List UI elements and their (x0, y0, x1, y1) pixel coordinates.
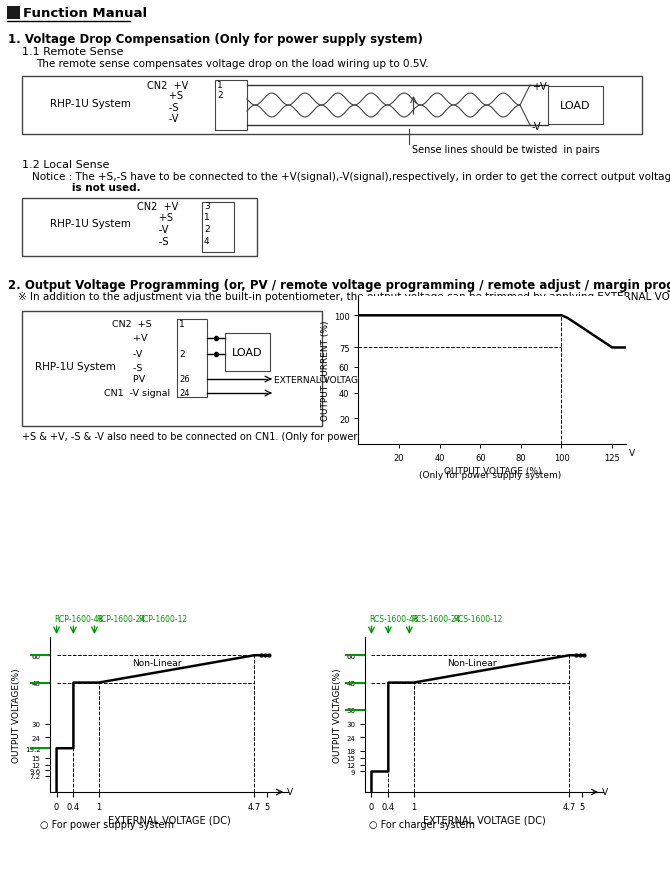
Bar (22, 198, 257, 256)
X-axis label: OUTPUT VOLTAGE (%): OUTPUT VOLTAGE (%) (444, 467, 541, 476)
Text: +S: +S (147, 91, 183, 101)
Text: 2: 2 (179, 349, 185, 358)
Text: 3: 3 (204, 202, 210, 211)
Text: is not used.: is not used. (32, 183, 141, 193)
Text: -V: -V (112, 349, 142, 358)
Text: -S: -S (137, 237, 168, 247)
Text: (Only for power supply system): (Only for power supply system) (419, 471, 561, 479)
Text: 1: 1 (204, 212, 210, 222)
Text: Non-Linear: Non-Linear (448, 658, 496, 666)
Bar (548, 87, 603, 125)
Text: ○ For charger system: ○ For charger system (369, 819, 475, 830)
Text: 1. Voltage Drop Compensation (Only for power supply system): 1. Voltage Drop Compensation (Only for p… (8, 33, 423, 46)
Text: CN2  +S: CN2 +S (112, 320, 151, 328)
Text: -S: -S (147, 103, 178, 113)
Y-axis label: OUTPUT VOLTAGE(%): OUTPUT VOLTAGE(%) (12, 667, 21, 762)
Text: LOAD: LOAD (560, 101, 591, 111)
Text: RHP-1U System: RHP-1U System (35, 362, 116, 371)
Text: -V: -V (532, 122, 541, 132)
Text: Non-Linear: Non-Linear (133, 658, 182, 666)
Text: 2. Output Voltage Programming (or, PV / remote voltage programming / remote adju: 2. Output Voltage Programming (or, PV / … (8, 278, 670, 291)
Text: CN2  +V: CN2 +V (147, 81, 188, 91)
Text: 24: 24 (179, 389, 190, 398)
Text: V: V (628, 449, 634, 457)
Bar (225, 334, 270, 371)
Text: ○ For power supply system: ○ For power supply system (40, 819, 174, 830)
Text: RHP-1U System: RHP-1U System (50, 219, 131, 229)
X-axis label: EXTERNAL VOLTAGE (DC): EXTERNAL VOLTAGE (DC) (423, 815, 545, 825)
X-axis label: EXTERNAL VOLTAGE (DC): EXTERNAL VOLTAGE (DC) (108, 815, 230, 825)
Text: 26: 26 (179, 375, 190, 384)
Text: -V: -V (137, 225, 168, 234)
Text: RCP-1600-48: RCP-1600-48 (54, 615, 104, 623)
Text: 1: 1 (217, 81, 222, 90)
Text: RCP-1600-24: RCP-1600-24 (96, 615, 146, 623)
Y-axis label: OUTPUT VOLTAGE(%): OUTPUT VOLTAGE(%) (333, 667, 342, 762)
Text: V: V (287, 788, 293, 796)
Y-axis label: OUTPUT CURRENT (%): OUTPUT CURRENT (%) (320, 320, 330, 421)
Text: RCS-1600-48: RCS-1600-48 (369, 615, 419, 623)
Text: The remote sense compensates voltage drop on the load wiring up to 0.5V.: The remote sense compensates voltage dro… (36, 59, 429, 68)
Text: RHP-1U System: RHP-1U System (50, 99, 131, 109)
Bar (215, 81, 247, 131)
Text: EXTERNAL VOLTAGE (DC): EXTERNAL VOLTAGE (DC) (274, 376, 387, 385)
Text: +V: +V (112, 334, 147, 342)
Text: 2: 2 (217, 91, 222, 100)
Text: 1.2 Local Sense: 1.2 Local Sense (22, 160, 109, 169)
Text: 1: 1 (179, 320, 185, 328)
Text: V: V (602, 788, 608, 796)
Text: +S: +S (137, 212, 173, 223)
Text: 4: 4 (204, 237, 210, 246)
Text: RCS-1600-12: RCS-1600-12 (454, 615, 503, 623)
Text: +S & +V, -S & -V also need to be connected on CN1. (Only for power supply system: +S & +V, -S & -V also need to be connect… (22, 431, 435, 442)
Text: -V: -V (147, 114, 178, 124)
Bar (22, 77, 642, 135)
Text: -S: -S (112, 363, 142, 372)
Text: 1.1 Remote Sense: 1.1 Remote Sense (22, 47, 123, 57)
Bar (7, 7, 20, 20)
Text: CN2  +V: CN2 +V (137, 202, 178, 212)
Text: Notice : The +S,-S have to be connected to the +V(signal),-V(signal),respectivel: Notice : The +S,-S have to be connected … (32, 172, 670, 182)
Text: CN1  -V signal: CN1 -V signal (104, 389, 170, 398)
Text: 2: 2 (204, 225, 210, 234)
Bar (22, 312, 322, 427)
Text: PV: PV (112, 375, 145, 384)
Text: ※ In addition to the adjustment via the built-in potentiometer, the output volta: ※ In addition to the adjustment via the … (18, 291, 670, 302)
Text: RCP-1600-12: RCP-1600-12 (139, 615, 188, 623)
Text: Function Manual: Function Manual (23, 7, 147, 20)
Text: RCS-1600-24: RCS-1600-24 (411, 615, 461, 623)
Bar (202, 203, 234, 253)
Text: Sense lines should be twisted  in pairs: Sense lines should be twisted in pairs (411, 145, 599, 155)
Text: LOAD: LOAD (232, 348, 263, 357)
Bar (177, 320, 207, 398)
Text: +V: +V (532, 82, 547, 92)
